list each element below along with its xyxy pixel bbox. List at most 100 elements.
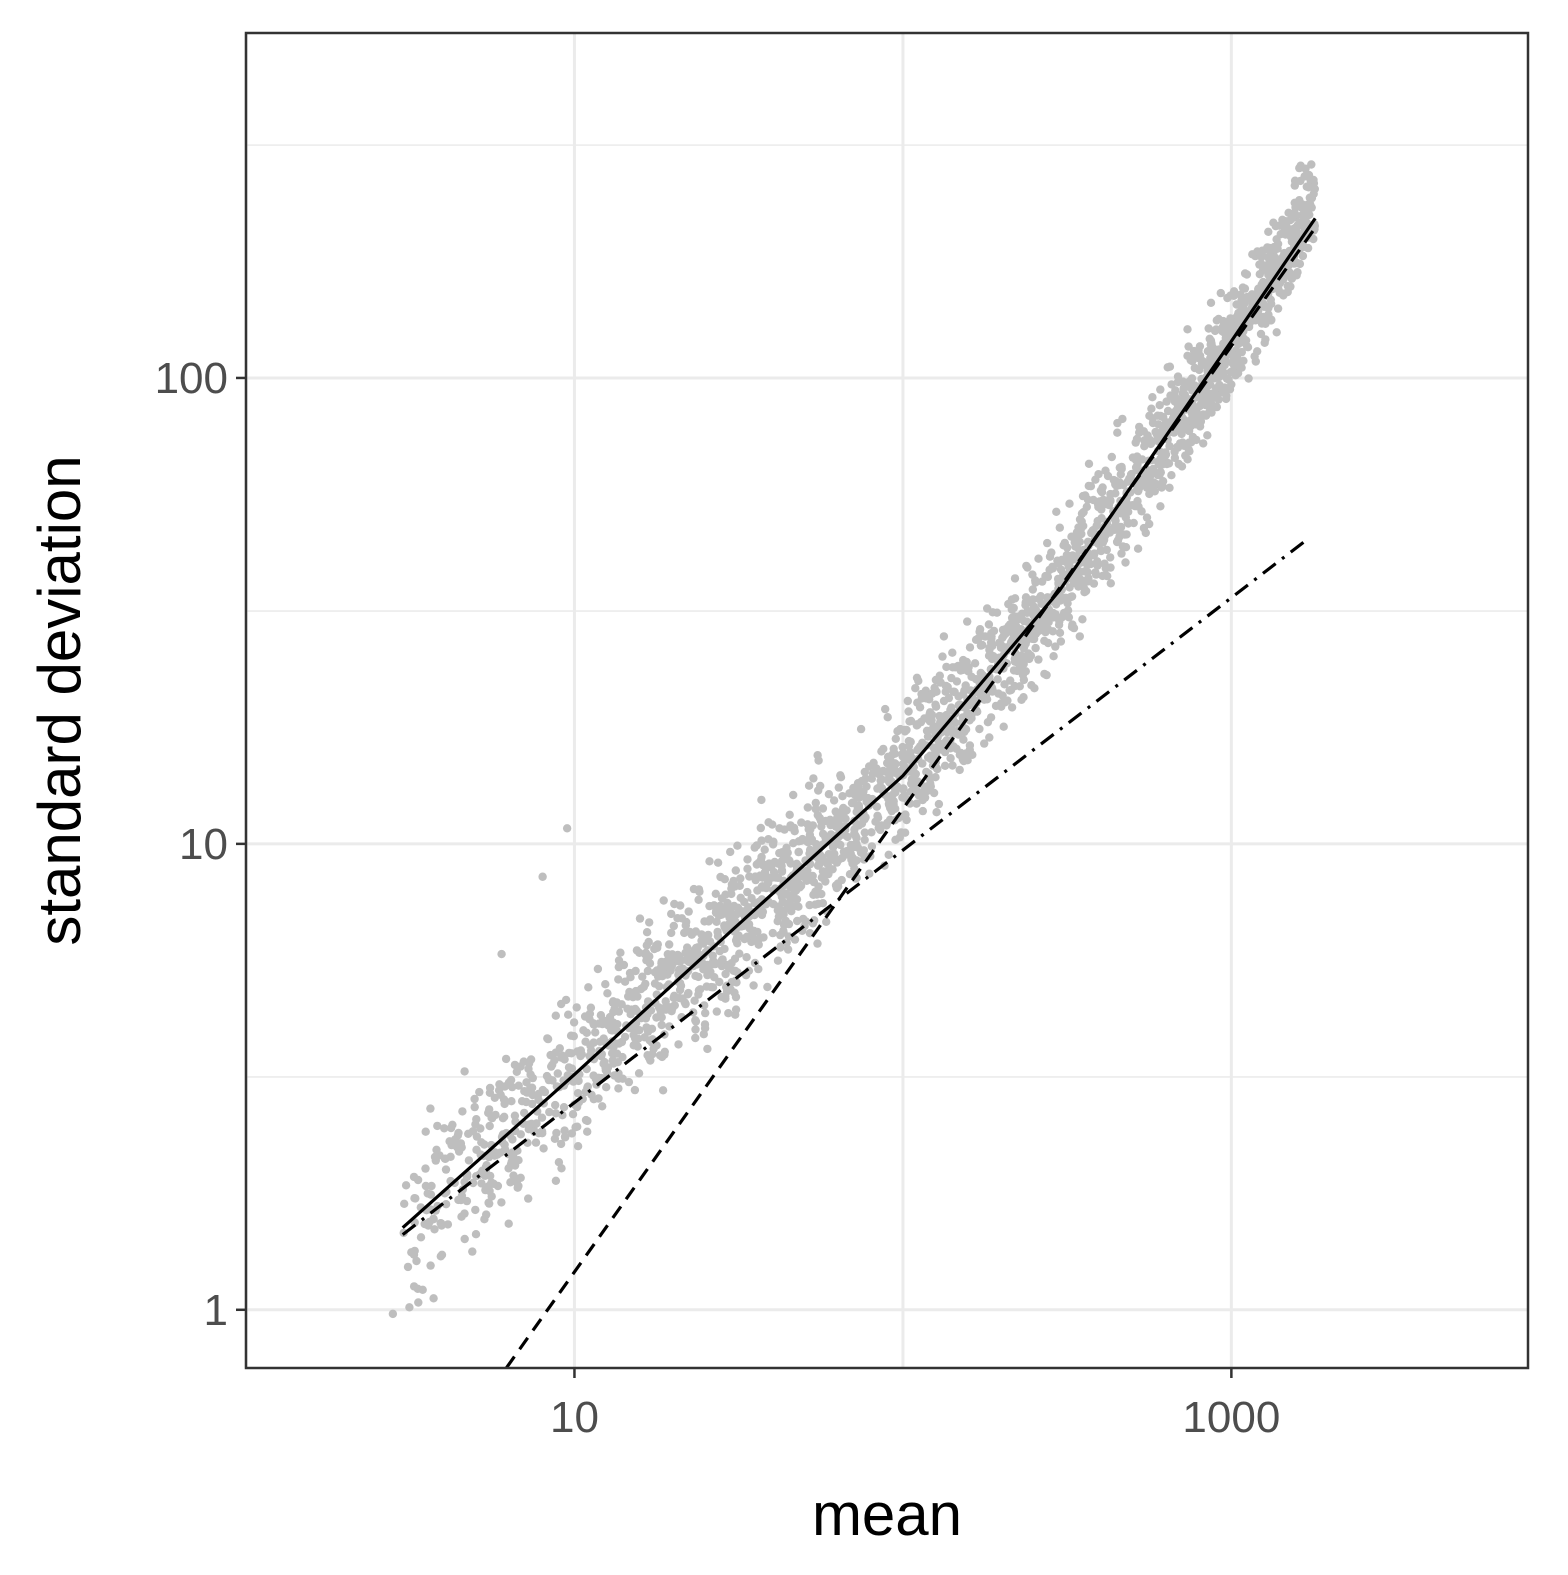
- data-point: [978, 640, 987, 650]
- data-point: [548, 1060, 557, 1070]
- data-point: [792, 859, 801, 868]
- data-point: [831, 881, 841, 890]
- data-point: [851, 831, 860, 841]
- data-point: [1165, 483, 1174, 492]
- data-point: [884, 850, 893, 859]
- data-point: [726, 847, 735, 857]
- data-point: [1054, 620, 1064, 629]
- data-point: [965, 713, 975, 723]
- data-point: [776, 943, 785, 952]
- data-point: [427, 1181, 436, 1191]
- data-point: [659, 896, 668, 905]
- data-point: [887, 767, 896, 776]
- data-point: [625, 968, 635, 978]
- data-point: [1305, 193, 1315, 202]
- data-point: [733, 841, 742, 850]
- data-point: [454, 1128, 463, 1138]
- data-point: [440, 1154, 450, 1163]
- data-point: [1296, 161, 1305, 170]
- data-point: [935, 671, 944, 680]
- data-point: [821, 877, 830, 886]
- data-point: [1184, 342, 1193, 351]
- data-point: [561, 995, 571, 1005]
- data-point: [989, 626, 999, 636]
- data-point: [1309, 175, 1318, 185]
- data-point: [464, 1156, 474, 1165]
- data-point: [1261, 319, 1270, 328]
- data-point: [504, 1164, 513, 1173]
- data-point: [797, 818, 806, 827]
- data-point: [634, 1069, 644, 1078]
- data-point: [1022, 636, 1032, 645]
- data-point: [1143, 473, 1152, 483]
- data-point: [1206, 298, 1216, 307]
- data-point: [928, 689, 937, 698]
- data-point: [757, 795, 766, 805]
- data-point: [1019, 659, 1028, 669]
- data-point: [1166, 391, 1175, 400]
- grid-layer: [244, 33, 1528, 1368]
- data-point: [1034, 554, 1043, 563]
- data-point: [1125, 476, 1134, 486]
- data-point: [567, 1064, 577, 1073]
- data-point: [867, 842, 877, 851]
- data-point: [1204, 324, 1213, 333]
- data-point: [760, 845, 769, 854]
- data-point: [484, 1198, 493, 1207]
- data-point: [918, 806, 927, 816]
- data-point: [983, 604, 992, 613]
- data-point: [1023, 563, 1032, 572]
- dotdash-line: [401, 538, 1309, 1236]
- data-point: [1131, 438, 1140, 447]
- data-point: [1019, 675, 1029, 685]
- data-point: [551, 1100, 560, 1110]
- data-point: [1290, 181, 1300, 190]
- data-point: [485, 1083, 495, 1093]
- data-point: [915, 703, 925, 712]
- data-point: [911, 684, 920, 693]
- data-point: [1265, 261, 1274, 270]
- data-point: [1194, 346, 1203, 355]
- data-point: [854, 821, 864, 830]
- data-point: [971, 635, 981, 644]
- data-point: [1065, 561, 1074, 570]
- data-point: [430, 1152, 440, 1162]
- data-point: [912, 720, 922, 729]
- data-point: [1006, 676, 1015, 685]
- data-point: [1131, 463, 1141, 472]
- data-point: [805, 900, 814, 910]
- data-point: [1027, 681, 1036, 690]
- data-point: [658, 1086, 668, 1095]
- data-point: [779, 926, 788, 935]
- data-point: [691, 1016, 700, 1025]
- y-tick-label: 10: [179, 820, 228, 869]
- data-point: [1005, 620, 1015, 629]
- data-point: [929, 788, 939, 798]
- data-point: [938, 652, 947, 661]
- data-point: [890, 759, 900, 768]
- data-point: [498, 1114, 508, 1123]
- data-point: [718, 955, 727, 964]
- data-point: [769, 837, 778, 846]
- data-point: [1159, 412, 1168, 422]
- data-point: [949, 687, 958, 696]
- data-point: [816, 781, 825, 791]
- data-point: [1079, 521, 1088, 531]
- data-point: [1054, 578, 1063, 587]
- data-point: [1221, 328, 1230, 337]
- data-point: [1080, 567, 1089, 576]
- data-point: [601, 980, 610, 989]
- data-point: [1113, 418, 1122, 428]
- data-point: [731, 1010, 740, 1019]
- data-point: [876, 776, 885, 785]
- data-point: [873, 811, 882, 820]
- data-point: [976, 690, 986, 699]
- data-point: [1086, 482, 1096, 491]
- data-point: [437, 1219, 446, 1228]
- data-point: [823, 867, 832, 876]
- data-point: [580, 1012, 590, 1021]
- data-point: [424, 1221, 433, 1230]
- data-point: [1199, 439, 1208, 448]
- data-point: [1264, 227, 1273, 236]
- data-point: [743, 887, 752, 897]
